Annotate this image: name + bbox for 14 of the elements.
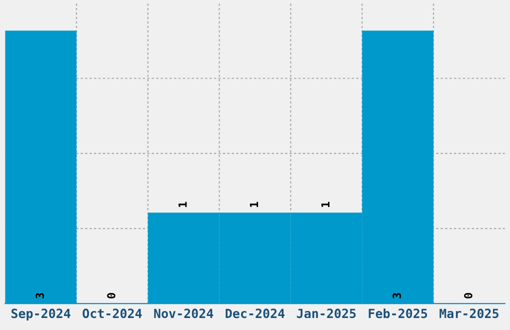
x-tick-label: Nov-2024 bbox=[154, 308, 214, 318]
x-tick-label: Oct-2024 bbox=[82, 308, 142, 318]
data-label: 1 bbox=[321, 202, 330, 208]
x-tick-label: Mar-2025 bbox=[440, 308, 498, 318]
x-tick-label: Feb-2025 bbox=[368, 308, 428, 318]
data-label: 1 bbox=[250, 202, 258, 208]
data-label: 0 bbox=[464, 293, 472, 298]
x-tick-label: Jan-2025 bbox=[296, 308, 356, 318]
x-tick-label: Sep-2024 bbox=[11, 308, 70, 321]
x-tick-label: Dec-2024 bbox=[226, 308, 285, 318]
data-label: 3 bbox=[36, 293, 44, 298]
data-label: 1 bbox=[178, 202, 187, 208]
data-label: 0 bbox=[107, 293, 116, 298]
data-label: 3 bbox=[392, 293, 402, 298]
